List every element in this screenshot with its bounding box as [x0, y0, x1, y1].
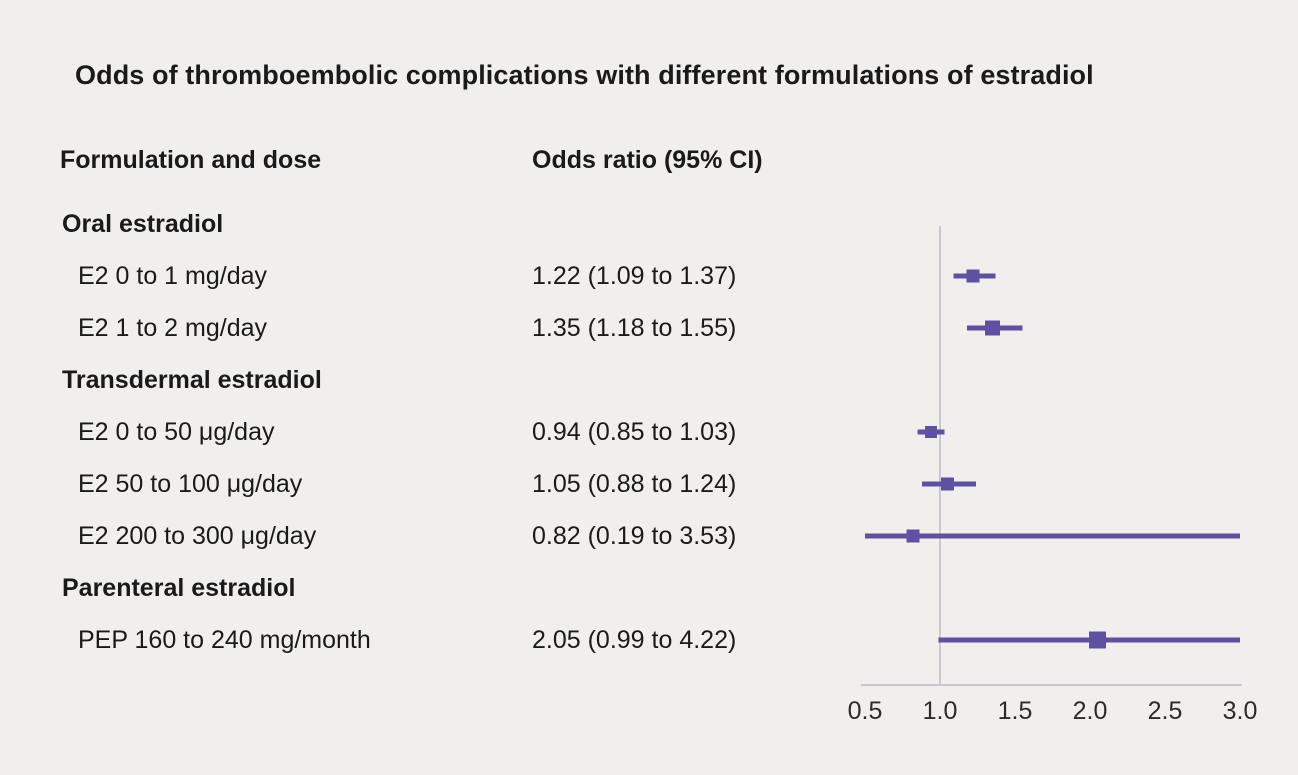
column-header-odds-ratio: Odds ratio (95% CI): [532, 146, 763, 174]
row-estimate: 1.05 (0.88 to 1.24): [532, 469, 737, 498]
row-estimate: 2.05 (0.99 to 4.22): [532, 625, 737, 654]
row-label: E2 200 to 300 μg/day: [78, 521, 317, 550]
group-label: Parenteral estradiol: [62, 573, 296, 602]
row-label: E2 50 to 100 μg/day: [78, 469, 303, 498]
row-label: E2 0 to 50 μg/day: [78, 417, 275, 446]
row-label: PEP 160 to 240 mg/month: [78, 625, 371, 654]
row-estimate: 0.94 (0.85 to 1.03): [532, 417, 737, 446]
row-label: E2 1 to 2 mg/day: [78, 313, 268, 342]
x-tick-label: 1.0: [923, 697, 958, 725]
row-estimate: 1.35 (1.18 to 1.55): [532, 313, 737, 342]
row-estimate: 0.82 (0.19 to 3.53): [532, 521, 737, 550]
row-label: E2 0 to 1 mg/day: [78, 261, 268, 290]
group-label: Oral estradiol: [62, 209, 224, 238]
or-marker: [906, 529, 920, 543]
or-marker: [941, 477, 954, 491]
group-label: Transdermal estradiol: [62, 365, 322, 394]
or-marker: [966, 269, 980, 283]
x-tick-label: 3.0: [1223, 697, 1258, 725]
x-tick-label: 2.5: [1148, 697, 1183, 725]
or-marker: [925, 426, 937, 438]
row-estimate: 1.22 (1.09 to 1.37): [532, 261, 737, 290]
x-tick-label: 0.5: [848, 697, 883, 725]
chart-title: Odds of thromboembolic complications wit…: [75, 60, 1094, 90]
column-header-formulation: Formulation and dose: [60, 146, 322, 174]
or-marker: [985, 320, 1000, 336]
x-tick-label: 1.5: [998, 697, 1033, 725]
x-tick-label: 2.0: [1073, 697, 1108, 725]
or-marker: [1089, 631, 1106, 649]
